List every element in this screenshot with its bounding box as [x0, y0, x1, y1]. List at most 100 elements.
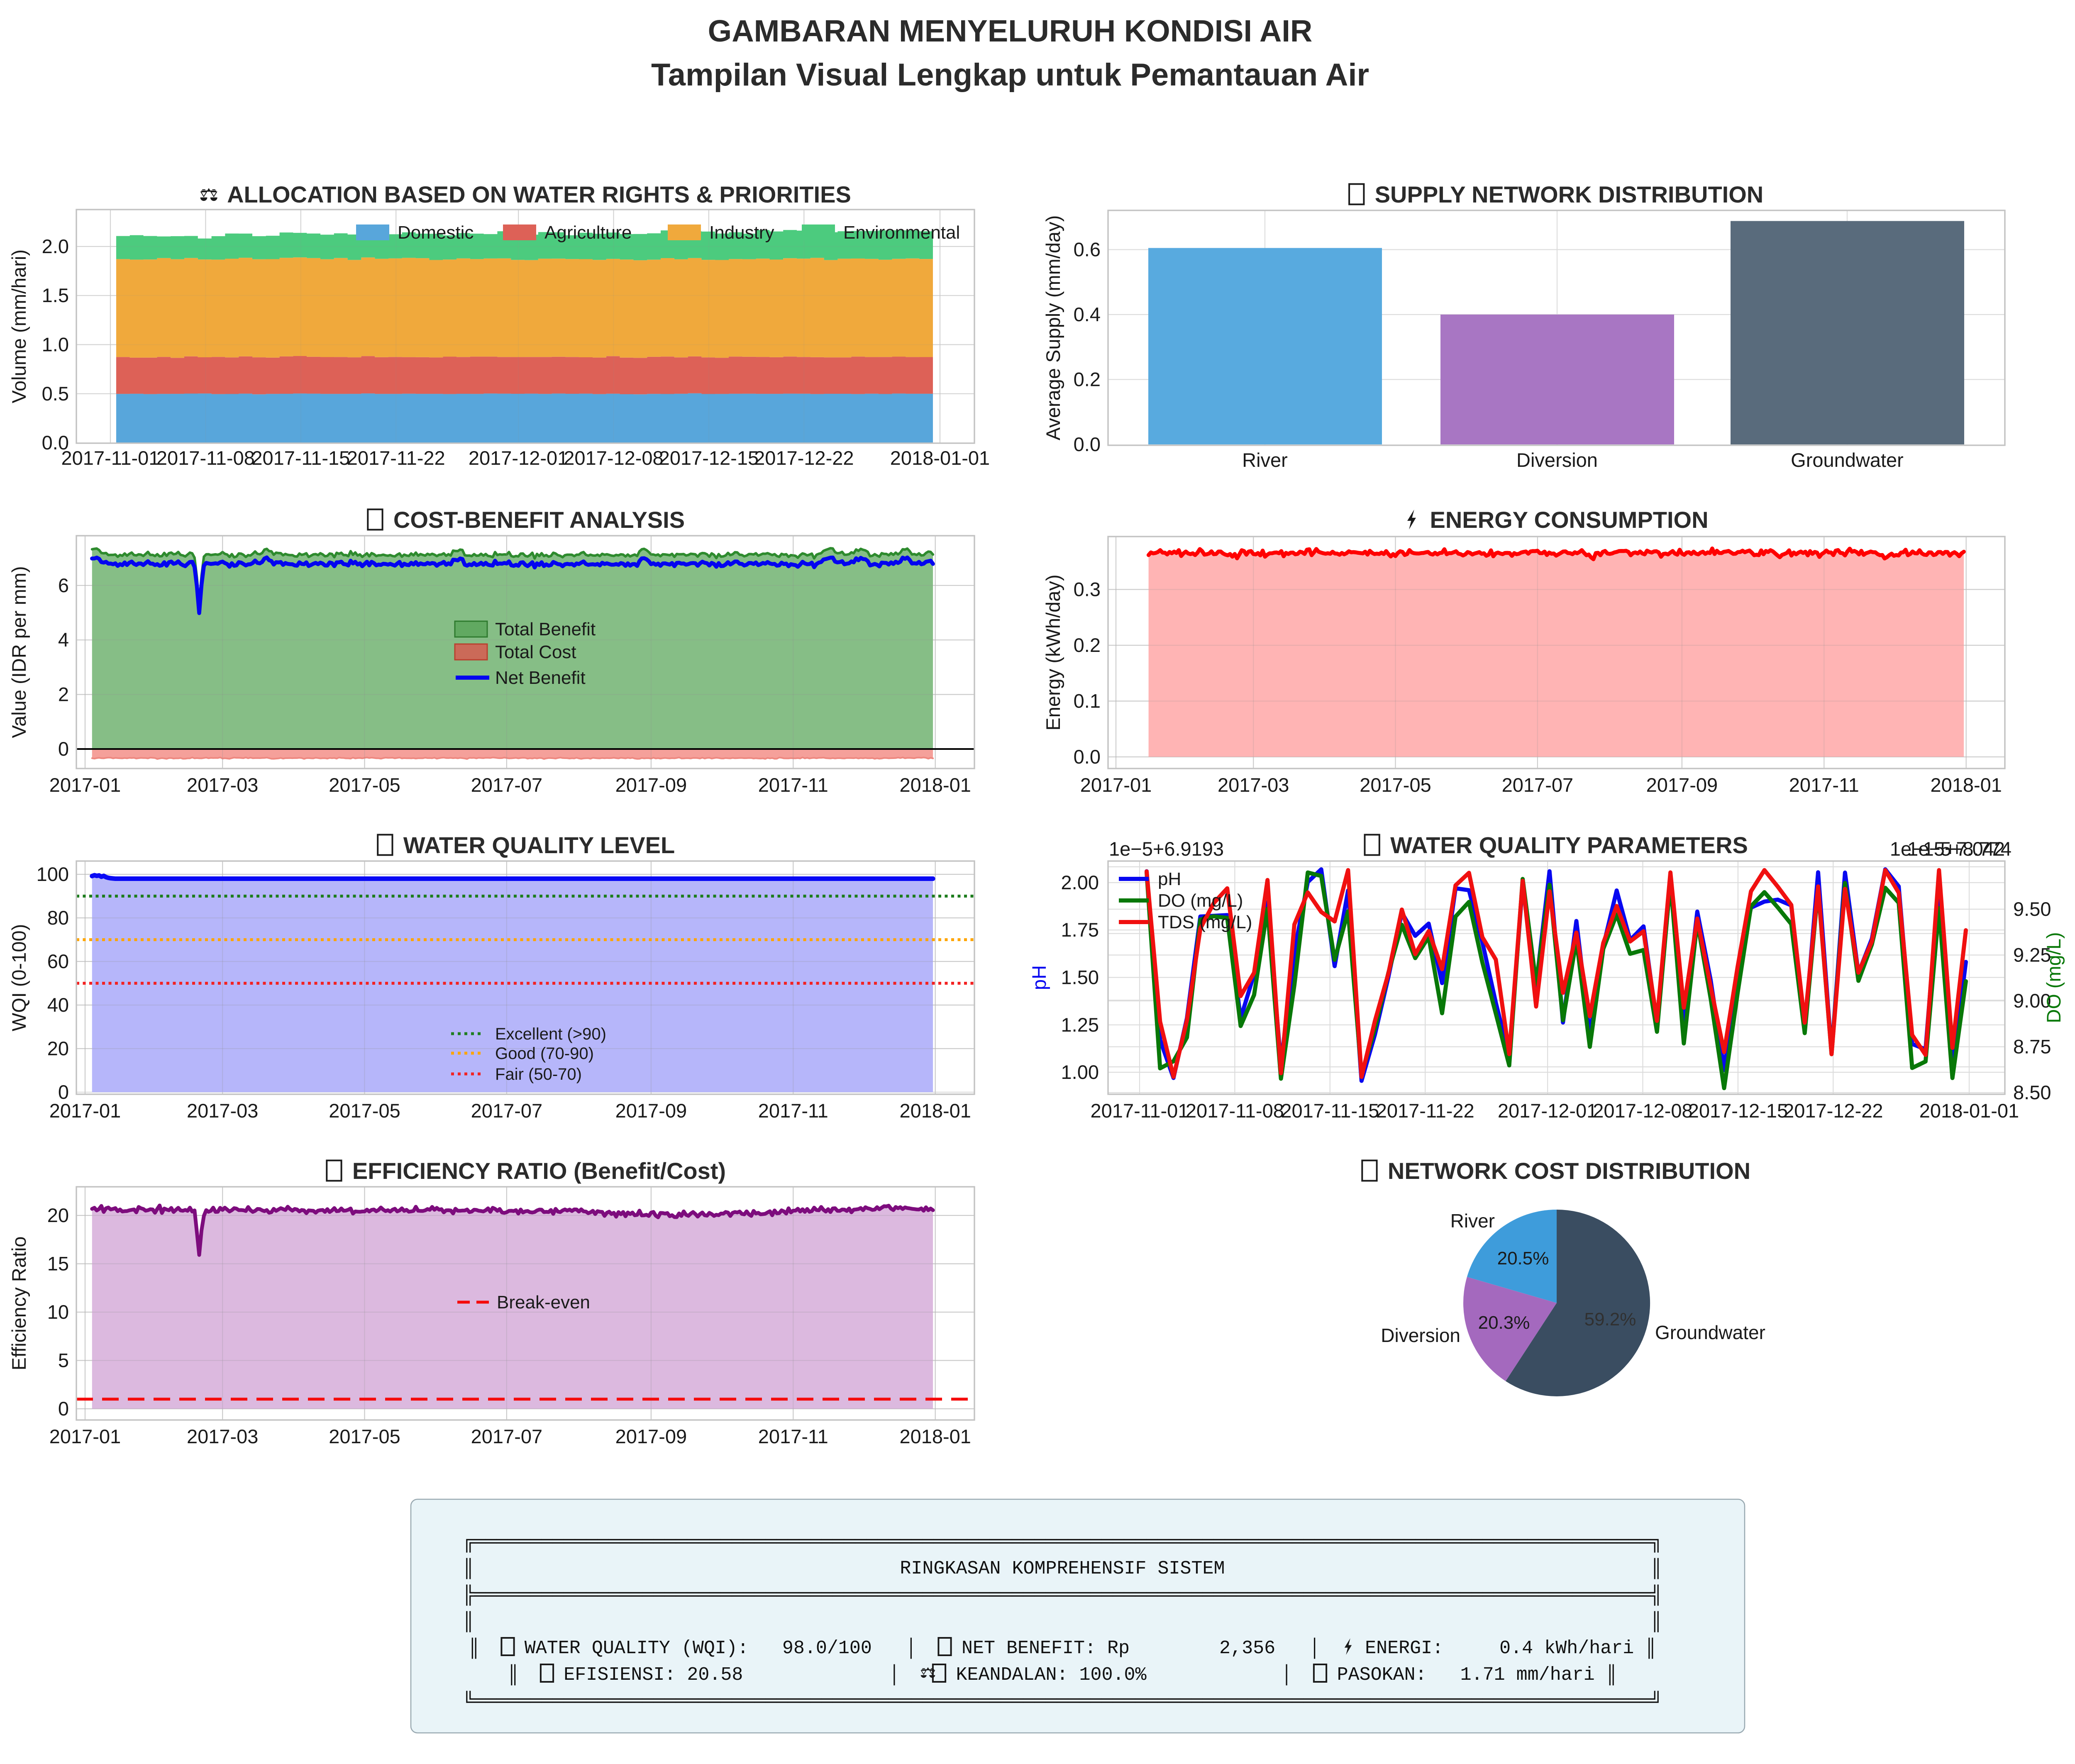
svg-text:Groundwater: Groundwater	[1655, 1322, 1765, 1343]
svg-text:2017-01: 2017-01	[49, 1100, 121, 1122]
svg-text:0.2: 0.2	[1074, 634, 1101, 656]
svg-text:pH: pH	[1028, 965, 1050, 990]
svg-text:GAMBARAN MENYELURUH KONDISI AI: GAMBARAN MENYELURUH KONDISI AIR	[708, 14, 1313, 48]
svg-text:Break-even: Break-even	[497, 1292, 590, 1313]
svg-text:Volume (mm/hari): Volume (mm/hari)	[8, 249, 30, 403]
svg-text:2017-01: 2017-01	[49, 774, 121, 796]
svg-text:2017-12-08: 2017-12-08	[564, 447, 663, 469]
svg-text:║: ║ RINGKASAN KOMPREHENSIF SISTEM ║	[463, 1558, 1662, 1579]
svg-text:0.2: 0.2	[1074, 368, 1101, 390]
svg-text:2017-03: 2017-03	[187, 774, 259, 796]
svg-text:2017-09: 2017-09	[615, 774, 687, 796]
svg-text:╚═════════════════════════════: ╚═══════════════════════════════════════…	[463, 1691, 1662, 1712]
svg-text:NETWORK COST DISTRIBUTION: NETWORK COST DISTRIBUTION	[1388, 1158, 1750, 1184]
svg-text:2017-11-15: 2017-11-15	[1281, 1100, 1379, 1122]
svg-text:║ WATER QUALITY (WQI): 98: ║ WATER QUALITY (WQI): 98.0/100 │ NET BE…	[469, 1637, 1656, 1659]
svg-text:COST-BENEFIT ANALYSIS: COST-BENEFIT ANALYSIS	[393, 507, 685, 533]
svg-text:2017-11-01: 2017-11-01	[61, 447, 160, 469]
svg-text:2018-01: 2018-01	[1930, 774, 2002, 796]
svg-text:2017-12-22: 2017-12-22	[1783, 1100, 1883, 1122]
svg-text:║ EFISIENSI: 20.58: ║ EFISIENSI: 20.58 │ KEANDALAN: 100.0% │…	[508, 1664, 1617, 1686]
svg-text:2017-03: 2017-03	[187, 1425, 259, 1447]
svg-text:2017-09: 2017-09	[615, 1425, 687, 1447]
svg-text:2017-11-08: 2017-11-08	[156, 447, 255, 469]
svg-text:5: 5	[58, 1349, 69, 1371]
svg-text:║: ║ ║	[463, 1611, 1662, 1632]
svg-text:2018-01: 2018-01	[899, 1100, 971, 1122]
svg-text:SUPPLY NETWORK DISTRIBUTION: SUPPLY NETWORK DISTRIBUTION	[1375, 181, 1764, 207]
svg-text:2017-12-01: 2017-12-01	[1498, 1100, 1597, 1122]
svg-text:1.25: 1.25	[1061, 1014, 1099, 1036]
svg-text:Net Benefit: Net Benefit	[495, 668, 586, 688]
svg-text:2017-11: 2017-11	[758, 1425, 828, 1447]
svg-text:River: River	[1242, 449, 1288, 471]
svg-text:Energy (kWh/day): Energy (kWh/day)	[1042, 574, 1064, 730]
svg-text:9.00: 9.00	[2013, 990, 2051, 1012]
svg-text:20: 20	[47, 1204, 69, 1226]
svg-text:20.5%: 20.5%	[1497, 1248, 1549, 1269]
svg-text:2018-01-01: 2018-01-01	[1919, 1100, 2019, 1122]
svg-text:2017-05: 2017-05	[329, 774, 400, 796]
svg-text:10: 10	[47, 1301, 69, 1323]
svg-text:4: 4	[58, 629, 69, 651]
svg-text:EFFICIENCY RATIO (Benefit/Cost: EFFICIENCY RATIO (Benefit/Cost)	[352, 1158, 726, 1184]
svg-text:0.0: 0.0	[42, 432, 69, 454]
svg-text:2017-09: 2017-09	[1646, 774, 1718, 796]
svg-text:0.1: 0.1	[1074, 690, 1101, 712]
svg-text:Environmental: Environmental	[843, 222, 960, 243]
svg-text:2017-11: 2017-11	[1789, 774, 1859, 796]
svg-text:0.0: 0.0	[1074, 746, 1101, 768]
svg-text:╠═════════════════════════════: ╠═══════════════════════════════════════…	[463, 1584, 1662, 1606]
svg-text:0: 0	[58, 738, 69, 760]
svg-text:9.50: 9.50	[2013, 898, 2051, 920]
svg-text:2017-11-01: 2017-11-01	[1091, 1100, 1189, 1122]
svg-text:WQI (0-100): WQI (0-100)	[8, 924, 30, 1032]
svg-text:80: 80	[47, 907, 69, 929]
svg-text:8.50: 8.50	[2013, 1081, 2051, 1103]
svg-text:Diversion: Diversion	[1516, 449, 1598, 471]
svg-text:Value (IDR per mm): Value (IDR per mm)	[8, 566, 30, 738]
svg-text:2017-05: 2017-05	[1360, 774, 1431, 796]
svg-text:2.0: 2.0	[42, 235, 69, 257]
svg-text:2017-11-15: 2017-11-15	[251, 447, 350, 469]
svg-text:ENERGY CONSUMPTION: ENERGY CONSUMPTION	[1430, 507, 1709, 533]
svg-text:0.0: 0.0	[1074, 433, 1101, 455]
svg-text:59.2%: 59.2%	[1584, 1309, 1636, 1330]
svg-text:9.25: 9.25	[2013, 944, 2051, 966]
svg-text:20: 20	[47, 1037, 69, 1059]
svg-text:2017-12-08: 2017-12-08	[1593, 1100, 1692, 1122]
svg-text:1.0: 1.0	[42, 334, 69, 356]
svg-text:1.5: 1.5	[42, 284, 69, 306]
svg-text:0.3: 0.3	[1074, 578, 1101, 600]
svg-text:Fair (50-70): Fair (50-70)	[495, 1065, 582, 1083]
svg-text:Diversion: Diversion	[1381, 1325, 1460, 1346]
svg-text:2017-05: 2017-05	[329, 1100, 400, 1122]
svg-text:Average Supply (mm/day): Average Supply (mm/day)	[1042, 215, 1064, 440]
svg-text:WATER QUALITY PARAMETERS: WATER QUALITY PARAMETERS	[1390, 832, 1748, 858]
svg-text:2017-01: 2017-01	[49, 1425, 121, 1447]
svg-text:2017-07: 2017-07	[1502, 774, 1574, 796]
svg-text:0.6: 0.6	[1074, 239, 1101, 261]
svg-text:15: 15	[47, 1253, 69, 1275]
svg-text:Groundwater: Groundwater	[1791, 449, 1904, 471]
svg-text:40: 40	[47, 994, 69, 1016]
svg-text:1e−5+6.9193: 1e−5+6.9193	[1109, 838, 1224, 860]
svg-text:0.5: 0.5	[42, 383, 69, 405]
svg-text:1.75: 1.75	[1061, 919, 1099, 941]
svg-text:1.00: 1.00	[1061, 1061, 1099, 1083]
svg-text:TDS (mg/L): TDS (mg/L)	[1158, 912, 1252, 932]
svg-text:0: 0	[58, 1081, 69, 1103]
svg-text:2017-07: 2017-07	[471, 774, 543, 796]
svg-text:2017-11-22: 2017-11-22	[1376, 1100, 1474, 1122]
svg-text:2017-01: 2017-01	[1080, 774, 1152, 796]
svg-text:2017-07: 2017-07	[471, 1425, 543, 1447]
svg-text:2017-03: 2017-03	[187, 1100, 259, 1122]
svg-text:2017-12-15: 2017-12-15	[659, 447, 759, 469]
svg-text:20.3%: 20.3%	[1478, 1313, 1530, 1333]
svg-text:Efficiency Ratio: Efficiency Ratio	[8, 1236, 30, 1370]
svg-text:2018-01: 2018-01	[899, 774, 971, 796]
svg-text:2: 2	[58, 683, 69, 705]
svg-text:1e−5+8.774: 1e−5+8.774	[1907, 838, 2012, 860]
svg-text:8.75: 8.75	[2013, 1036, 2051, 1058]
svg-text:2018-01-01: 2018-01-01	[890, 447, 990, 469]
